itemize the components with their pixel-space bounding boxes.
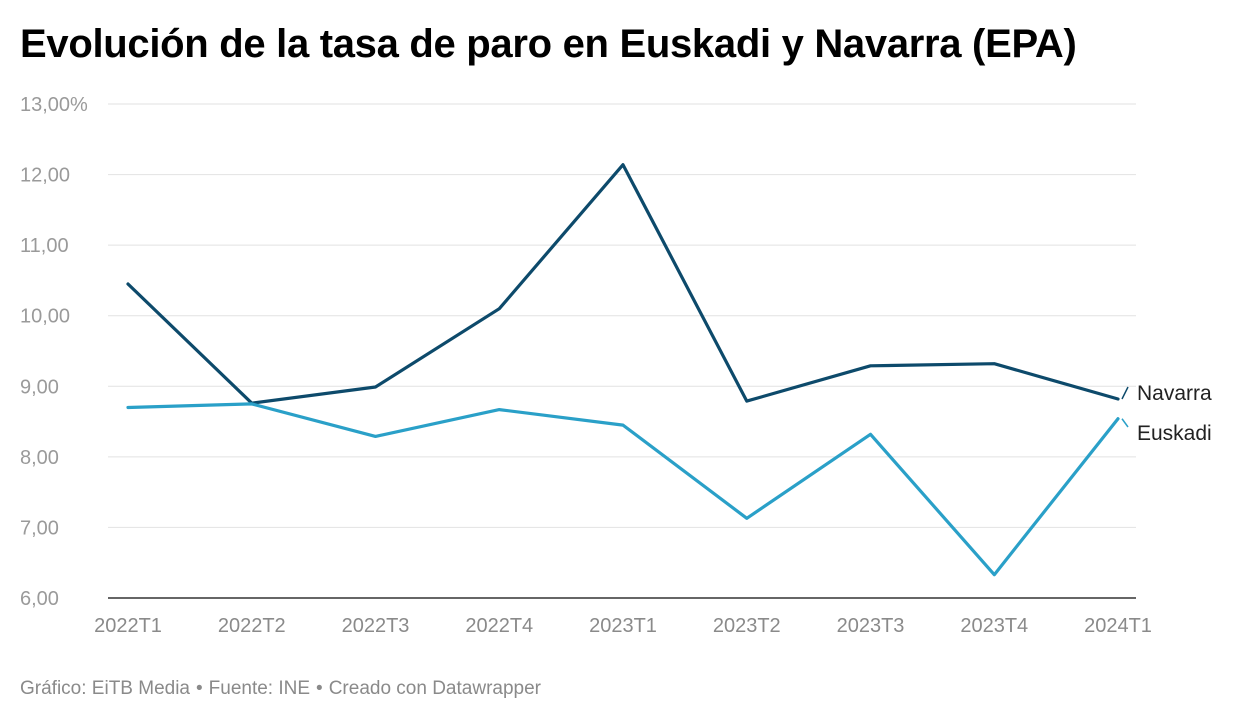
y-tick-label: 6,00 bbox=[20, 588, 59, 610]
series-label-euskadi: Euskadi bbox=[1137, 422, 1212, 445]
x-tick-label: 2023T3 bbox=[837, 615, 905, 637]
x-tick-label: 2024T1 bbox=[1084, 615, 1152, 637]
x-axis-ticks: 2022T1 2022T2 2022T3 2022T4 2023T1 2023T2 2023… bbox=[94, 615, 1152, 637]
gridlines bbox=[108, 103, 1136, 599]
y-tick-label: 12,00 bbox=[20, 165, 70, 187]
y-tick-label: 13,00% bbox=[20, 94, 88, 116]
series-label-navarra: Navarra bbox=[1137, 382, 1212, 405]
footer-separator: • bbox=[316, 678, 323, 699]
x-tick-label: 2023T2 bbox=[713, 615, 781, 637]
footer-credit: Gráfico: EiTB Media bbox=[20, 678, 190, 699]
footer-source: Fuente: INE bbox=[208, 678, 311, 699]
series-labels: Navarra Euskadi bbox=[1121, 382, 1212, 445]
x-tick-label: 2022T3 bbox=[342, 615, 410, 637]
series-lines bbox=[126, 163, 1120, 577]
y-tick-label: 7,00 bbox=[20, 517, 59, 539]
x-tick-label: 2022T4 bbox=[465, 615, 533, 637]
x-tick-label: 2022T2 bbox=[218, 615, 286, 637]
series-line-euskadi bbox=[126, 402, 1120, 577]
footer-tool: Creado con Datawrapper bbox=[328, 678, 541, 699]
x-tick-label: 2023T4 bbox=[960, 615, 1028, 637]
chart-title: Evolución de la tasa de paro en Euskadi … bbox=[20, 22, 1077, 66]
x-tick-label: 2022T1 bbox=[94, 615, 162, 637]
x-tick-label: 2023T1 bbox=[589, 615, 657, 637]
y-axis-ticks: 6,00 7,00 8,00 9,00 10,00 11,00 12,00 13,00% bbox=[20, 94, 88, 610]
chart-footer: Gráfico: EiTB Media • Fuente: INE • Creado c… bbox=[20, 678, 541, 700]
series-line-navarra bbox=[126, 163, 1120, 405]
y-tick-label: 10,00 bbox=[20, 306, 70, 328]
label-connector bbox=[1121, 386, 1129, 400]
footer-separator: • bbox=[196, 678, 203, 699]
y-tick-label: 8,00 bbox=[20, 447, 59, 469]
y-tick-label: 9,00 bbox=[20, 376, 59, 398]
label-connector bbox=[1121, 418, 1129, 428]
y-tick-label: 11,00 bbox=[20, 235, 69, 257]
